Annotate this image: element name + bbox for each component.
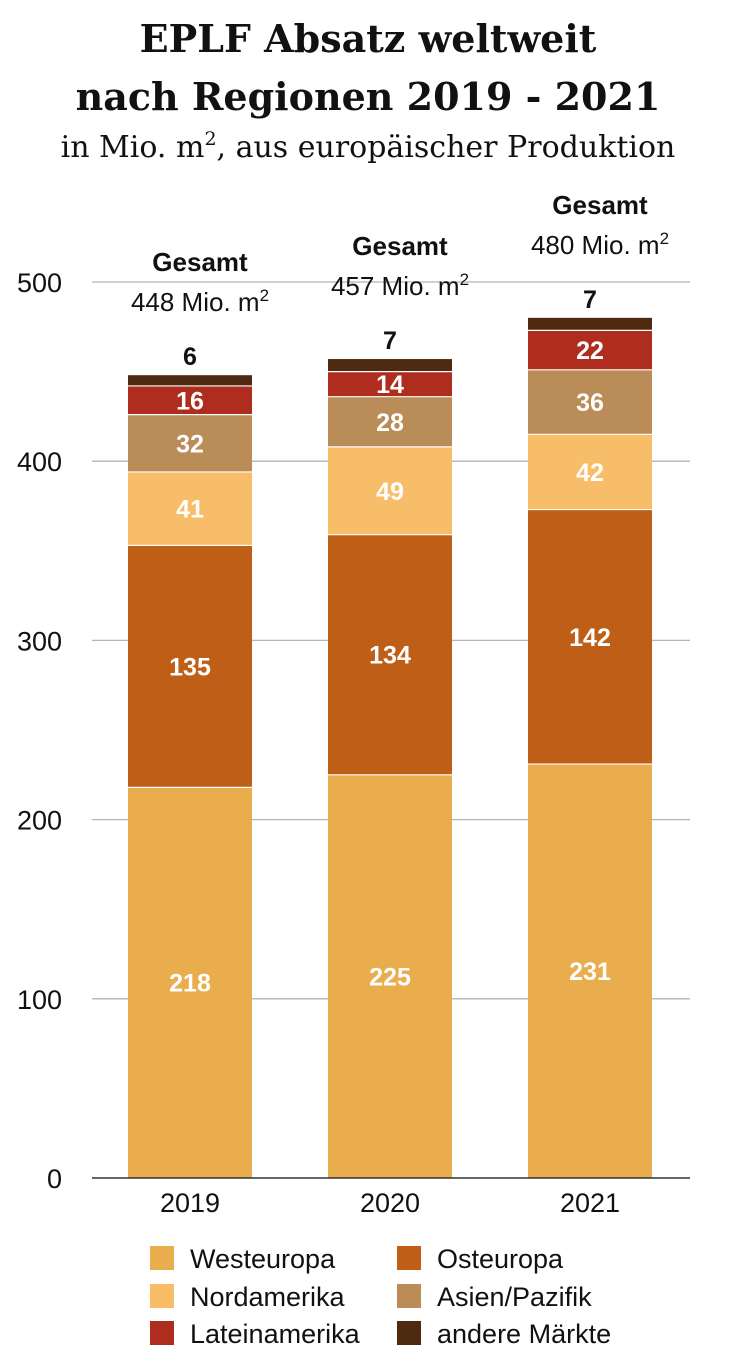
data-label-2021-3: 36	[576, 389, 604, 417]
total-head-2021: Gesamt	[552, 190, 648, 220]
data-label-2021-2: 42	[576, 459, 604, 487]
legend-swatch-2	[150, 1284, 174, 1308]
total-value-2019: 448 Mio. m2	[131, 286, 269, 317]
bar-2019-westeuropa	[128, 787, 252, 1178]
chart-title-line-1: EPLF Absatz weltweit	[140, 16, 597, 61]
bar-2020-westeuropa	[328, 774, 452, 1178]
legend-swatch-1	[397, 1246, 421, 1270]
legend-swatch-4	[150, 1321, 174, 1345]
bar-2021-lateinamerika	[528, 330, 652, 370]
total-value-text: 457 Mio. m	[331, 271, 460, 301]
x-tick-2021: 2021	[560, 1188, 620, 1218]
data-label-2021-5: 7	[583, 286, 597, 314]
legend-label-5: andere Märkte	[437, 1319, 611, 1349]
y-tick-200: 200	[17, 806, 62, 836]
data-label-2020-4: 14	[376, 371, 404, 399]
bar-2021-nordamerika	[528, 434, 652, 510]
y-tick-0: 0	[47, 1164, 62, 1194]
legend-label-2: Nordamerika	[190, 1282, 346, 1312]
x-tick-2020: 2020	[360, 1188, 420, 1218]
legend-swatch-5	[397, 1321, 421, 1345]
total-value-2021: 480 Mio. m2	[531, 229, 669, 260]
data-label-2021-4: 22	[576, 337, 604, 365]
x-tick-2019: 2019	[160, 1188, 220, 1218]
legend-label-1: Osteuropa	[437, 1244, 564, 1274]
data-label-2020-1: 134	[369, 642, 411, 670]
data-label-2019-2: 41	[176, 496, 204, 524]
bar-2019-asien-pazifik	[128, 414, 252, 472]
bar-2021-asien-pazifik	[528, 369, 652, 435]
data-label-2019-5: 6	[183, 343, 197, 371]
data-label-2019-3: 32	[176, 430, 204, 458]
total-value-sup: 2	[660, 229, 669, 248]
bar-2019-andere-m-rkte	[128, 375, 252, 386]
legend-swatch-3	[397, 1284, 421, 1308]
bar-2019-osteuropa	[128, 545, 252, 788]
legend: Westeuropa Osteuropa Nordamerika Asien/Pazi…	[150, 1244, 611, 1349]
chart-subtitle: in Mio. m2, aus europäischer Produktion	[61, 128, 676, 165]
legend-label-0: Westeuropa	[190, 1244, 336, 1274]
data-label-2020-0: 225	[369, 963, 411, 991]
legend-label-4: Lateinamerika	[190, 1319, 361, 1349]
y-tick-100: 100	[17, 985, 62, 1015]
bar-2020-nordamerika	[328, 446, 452, 535]
bar-2020-lateinamerika	[328, 371, 452, 397]
y-tick-500: 500	[17, 268, 62, 298]
total-head-2019: Gesamt	[152, 247, 248, 277]
bar-2020-asien-pazifik	[328, 396, 452, 447]
data-labels: 218 135 41 32 16 6 225 134 49 28 14 7 231 142 42 36 22 7	[169, 286, 611, 998]
legend-swatch-0	[150, 1246, 174, 1270]
total-value-sup: 2	[260, 286, 269, 305]
bar-2021-andere-m-rkte	[528, 317, 652, 331]
bar-2021-osteuropa	[528, 509, 652, 765]
data-label-2019-0: 218	[169, 970, 211, 998]
total-value-text: 480 Mio. m	[531, 230, 660, 260]
data-label-2020-5: 7	[383, 327, 397, 355]
data-label-2020-3: 28	[376, 409, 404, 437]
chart-title-line-2: nach Regionen 2019 - 2021	[76, 74, 661, 119]
data-label-2019-4: 16	[176, 387, 204, 415]
data-label-2019-1: 135	[169, 653, 211, 681]
bar-2019-nordamerika	[128, 471, 252, 546]
legend-label-3: Asien/Pazifik	[437, 1282, 592, 1312]
x-axis-ticks: 2019 2020 2021	[160, 1188, 620, 1218]
bars	[128, 317, 652, 1178]
y-tick-300: 300	[17, 626, 62, 656]
data-label-2020-2: 49	[376, 478, 404, 506]
bar-2019-lateinamerika	[128, 385, 252, 415]
data-label-2021-1: 142	[569, 624, 611, 652]
bar-2020-andere-m-rkte	[328, 359, 452, 372]
chart-subtitle-sup: 2	[204, 128, 216, 150]
total-value-text: 448 Mio. m	[131, 287, 260, 317]
bar-2021-westeuropa	[528, 764, 652, 1178]
total-value-sup: 2	[460, 270, 469, 289]
total-head-2020: Gesamt	[352, 231, 448, 261]
total-value-2020: 457 Mio. m2	[331, 270, 469, 301]
chart-subtitle-rest: , aus europäischer Produktion	[217, 130, 676, 165]
y-tick-400: 400	[17, 447, 62, 477]
chart-subtitle-main: in Mio. m	[61, 130, 205, 165]
y-axis-ticks: 0 100 200 300 400 500	[17, 268, 62, 1194]
data-label-2021-0: 231	[569, 958, 611, 986]
bar-2020-osteuropa	[328, 534, 452, 775]
